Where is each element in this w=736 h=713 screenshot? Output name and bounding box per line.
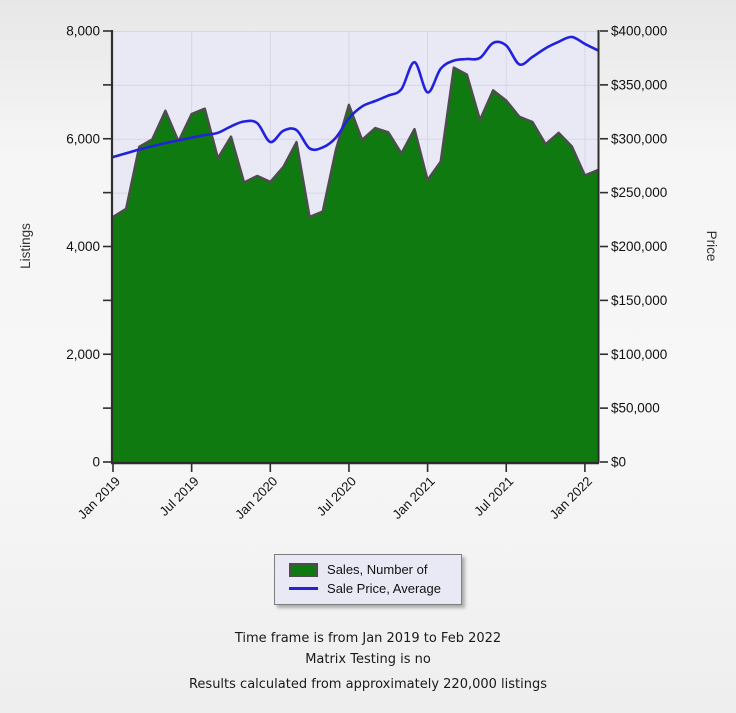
y-left-axis-title: Listings (18, 223, 33, 269)
legend-label-sales: Sales, Number of (327, 562, 428, 577)
price-line (111, 35, 600, 159)
sales-area-swatch-icon (289, 562, 319, 577)
y-right-tick-label: $100,000 (611, 347, 667, 362)
x-tick-label: Jul 2019 (156, 474, 201, 519)
y-right-tick-label: $250,000 (611, 185, 667, 200)
axes (110, 30, 600, 465)
sales-area (113, 67, 598, 462)
y-right-tick-label: $350,000 (611, 77, 667, 92)
sales-area-edge (112, 66, 599, 219)
y-right-tick-label: $50,000 (611, 401, 660, 416)
chart-legend: Sales, Number of Sale Price, Average (274, 554, 462, 605)
timeframe-text: Time frame is from Jan 2019 to Feb 2022 (234, 631, 502, 646)
x-tick-label: Jul 2020 (314, 474, 359, 519)
x-tick-label: Jan 2021 (389, 474, 437, 522)
x-tick-label: Jan 2020 (232, 474, 280, 522)
results-count-text: Results calculated from approximately 22… (188, 677, 548, 692)
y-left-tick-label: 4,000 (66, 239, 100, 254)
sales-price-chart: 0 2,000 4,000 6,000 8,000 $0 $50,000 $100,000 $1… (18, 24, 719, 522)
x-tick-label: Jan 2019 (75, 474, 123, 522)
y-right-tick-label: $200,000 (611, 239, 667, 254)
report-footer: Time frame is from Jan 2019 to Feb 2022 … (0, 628, 736, 695)
y-right-tick-label: $150,000 (611, 293, 667, 308)
y-right-axis-title: Price (704, 231, 719, 262)
legend-item-price: Sale Price, Average (289, 579, 441, 598)
legend-label-price: Sale Price, Average (327, 581, 441, 596)
y-left-tick-label: 6,000 (66, 131, 100, 146)
y-left-tick-label: 0 (92, 455, 100, 470)
y-left-tick-label: 2,000 (66, 347, 100, 362)
price-line-swatch-icon (289, 587, 319, 590)
x-tick-label: Jul 2021 (471, 474, 516, 519)
x-axis: Jan 2019 Jul 2019 Jan 2020 Jul 2020 Jan 2021… (75, 464, 595, 522)
matrix-testing-text: Matrix Testing is no (305, 652, 431, 667)
y-axis-right: $0 $50,000 $100,000 $150,000 $200,000 $250,00… (600, 24, 667, 470)
legend-item-sales: Sales, Number of (289, 560, 441, 579)
y-left-tick-label: 8,000 (66, 24, 100, 39)
y-right-tick-label: $0 (611, 455, 626, 470)
y-right-tick-label: $400,000 (611, 24, 667, 39)
y-right-tick-label: $300,000 (611, 131, 667, 146)
x-tick-label: Jan 2022 (547, 474, 595, 522)
y-axis-left: 0 2,000 4,000 6,000 8,000 (66, 24, 111, 470)
